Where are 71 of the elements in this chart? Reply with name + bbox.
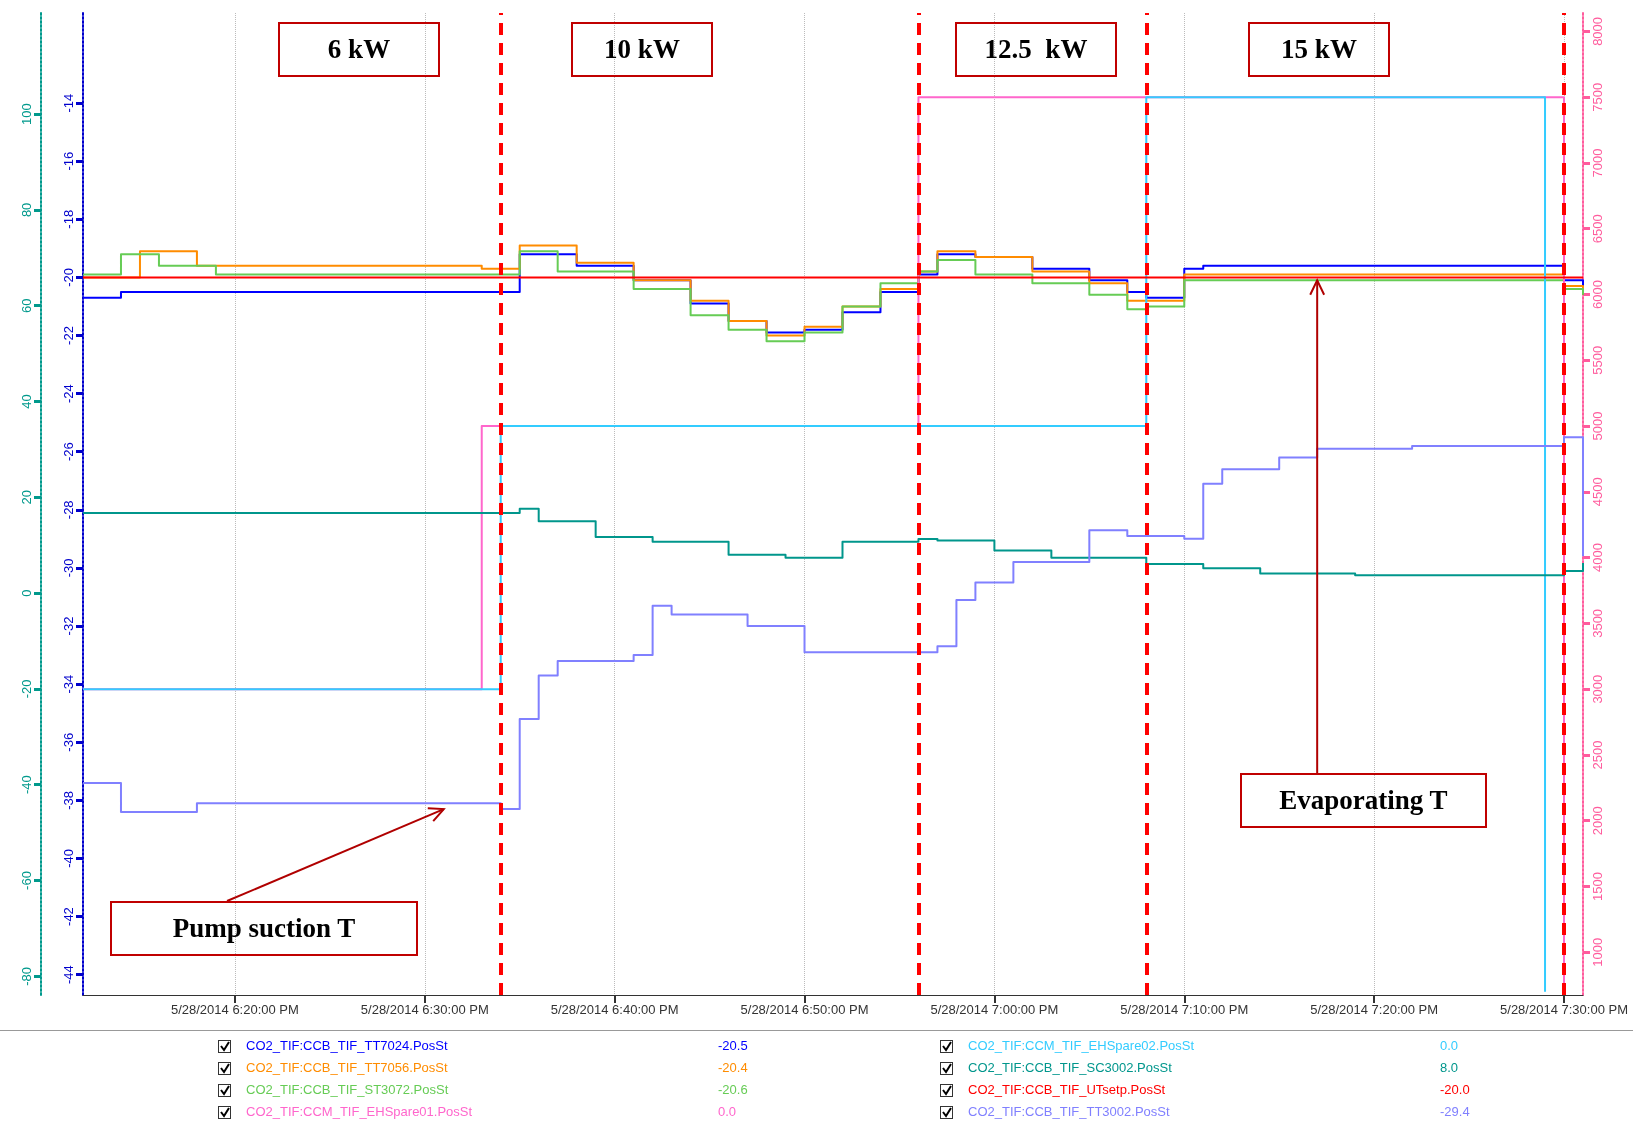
y-tick-label: -20 xyxy=(61,267,76,287)
y2-tick-label: 100 xyxy=(19,103,34,125)
text: CO2_TIF:CCB_TIF_TT3002.PosSt xyxy=(968,1103,1170,1121)
text: CO2_TIF:CCB_TIF_TT7056.PosSt xyxy=(246,1059,448,1077)
y3-tick-label: 3000 xyxy=(1590,674,1605,704)
y-tick-label: -38 xyxy=(61,790,76,810)
text: -20.0 xyxy=(1440,1081,1470,1099)
text: 0.0 xyxy=(718,1103,737,1121)
y-tick-label: -40 xyxy=(61,849,76,868)
text: -20.4 xyxy=(718,1059,748,1077)
x-tick-label: 5/28/2014 7:30:00 PM xyxy=(1500,1002,1628,1017)
text-box: 6 kW xyxy=(278,22,440,77)
y3-tick-label: 2500 xyxy=(1590,740,1605,770)
x-tick-label: 5/28/2014 6:30:00 PM xyxy=(360,1002,489,1017)
y-tick-label: -42 xyxy=(61,907,76,926)
y2-tick-label: 20 xyxy=(19,490,34,505)
text-box: Evaporating T xyxy=(1240,773,1487,828)
y-tick-label: -28 xyxy=(61,500,76,520)
y3-tick-label: 8000 xyxy=(1590,16,1605,46)
y3-tick-label: 2000 xyxy=(1590,806,1605,836)
y-tick-label: -14 xyxy=(61,93,76,113)
y-tick-label: -18 xyxy=(61,209,76,229)
text: 8.0 xyxy=(1440,1059,1459,1077)
y-tick-label: -26 xyxy=(61,442,76,462)
y-tick-label: -30 xyxy=(61,558,76,578)
y2-tick-label: 60 xyxy=(19,298,34,313)
text: 0.0 xyxy=(1440,1037,1459,1055)
x-tick-label: 5/28/2014 6:20:00 PM xyxy=(170,1002,299,1017)
text: -20.5 xyxy=(718,1037,748,1055)
x-tick-label: 5/28/2014 6:50:00 PM xyxy=(740,1002,869,1017)
y3-tick-label: 7000 xyxy=(1590,148,1605,178)
y2-tick-label: 0 xyxy=(19,589,34,597)
y3-tick-label: 7500 xyxy=(1590,82,1605,112)
y-tick-label: -24 xyxy=(61,384,76,403)
y3-tick-label: 6500 xyxy=(1590,214,1605,244)
text-box: 12.5 kW xyxy=(955,22,1117,77)
y-tick-label: -36 xyxy=(61,732,76,752)
y3-tick-label: 1000 xyxy=(1590,937,1605,967)
text: CO2_TIF:CCM_TIF_EHSpare02.PosSt xyxy=(968,1037,1195,1055)
y3-tick-label: 6000 xyxy=(1590,280,1605,309)
x-tick-label: 5/28/2014 7:00:00 PM xyxy=(930,1002,1059,1017)
y2-tick-label: -20 xyxy=(19,679,34,699)
text: -29.4 xyxy=(1440,1103,1470,1121)
x-tick-label: 5/28/2014 7:10:00 PM xyxy=(1120,1002,1249,1017)
text-box: Pump suction T xyxy=(110,901,418,956)
y3-tick-label: 4500 xyxy=(1590,477,1605,507)
y-tick-label: -22 xyxy=(61,326,76,345)
y2-tick-label: -80 xyxy=(19,966,34,986)
text: CO2_TIF:CCB_TIF_TT7024.PosSt xyxy=(246,1037,448,1055)
y3-tick-label: 5500 xyxy=(1590,345,1605,375)
x-tick-label: 5/28/2014 6:40:00 PM xyxy=(550,1002,679,1017)
y2-tick-label: -60 xyxy=(19,871,34,890)
y-tick-label: -34 xyxy=(61,674,76,694)
y-tick-label: -16 xyxy=(61,151,76,171)
y-tick-label: -32 xyxy=(61,616,76,636)
text: -20.6 xyxy=(718,1081,748,1099)
y2-tick-label: -40 xyxy=(19,775,34,795)
x-tick-label: 5/28/2014 7:20:00 PM xyxy=(1310,1002,1439,1017)
text: CO2_TIF:CCM_TIF_EHSpare01.PosSt xyxy=(246,1103,473,1121)
y-tick-label: -44 xyxy=(61,965,76,985)
text: CO2_TIF:CCB_TIF_ST3072.PosSt xyxy=(246,1081,449,1099)
y3-tick-label: 4000 xyxy=(1590,543,1605,573)
y2-tick-label: 40 xyxy=(19,394,34,409)
text: CO2_TIF:CCB_TIF_UTsetp.PosSt xyxy=(968,1081,1166,1099)
text-box: 10 kW xyxy=(571,22,713,77)
text-box: 15 kW xyxy=(1248,22,1390,77)
y3-tick-label: 1500 xyxy=(1590,872,1605,901)
y2-tick-label: 80 xyxy=(19,202,34,218)
text: CO2_TIF:CCB_TIF_SC3002.PosSt xyxy=(968,1059,1172,1077)
y3-tick-label: 5000 xyxy=(1590,411,1605,441)
y3-tick-label: 3500 xyxy=(1590,608,1605,638)
